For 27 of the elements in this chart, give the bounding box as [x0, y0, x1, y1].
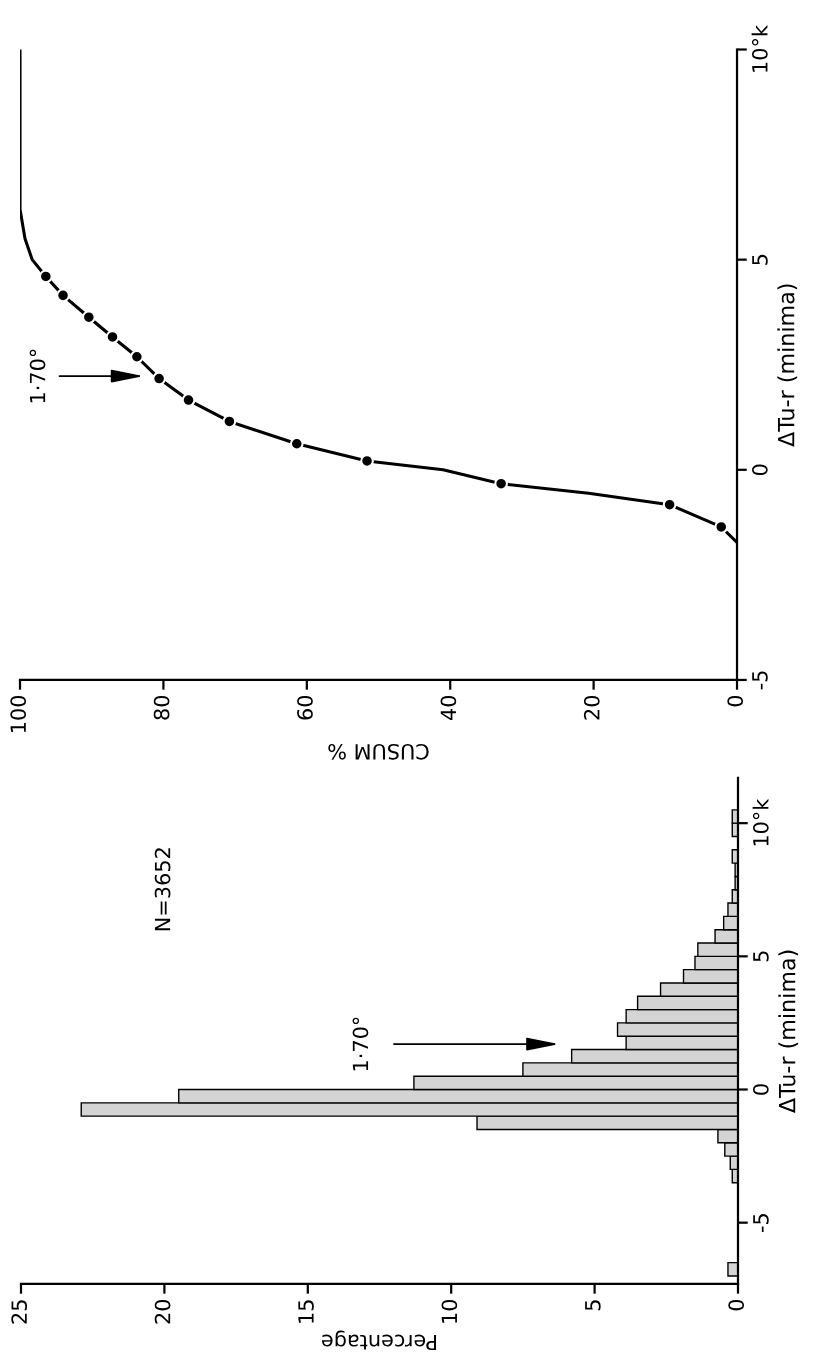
x-tick-label: 0 — [727, 695, 744, 707]
x-tick-label: 20 — [154, 1299, 171, 1324]
annotation: 1·70° — [352, 1017, 369, 1071]
x-axis-title: Percentage — [322, 1330, 437, 1351]
x-axis-title: CUSUM % — [328, 743, 429, 760]
y-tick-label: 5 — [752, 254, 768, 265]
y-tick-label: 0 — [752, 1084, 769, 1095]
y-axis-title: ΔTu-r (minima) — [777, 284, 798, 447]
x-tick-label: 100 — [10, 695, 27, 733]
y-tick-label: 10°k — [751, 25, 768, 72]
x-tick-label: 10 — [441, 1299, 458, 1323]
x-tick-label: 5 — [585, 1300, 601, 1311]
y-tick-label: -5 — [752, 671, 768, 690]
x-tick-label: 25 — [11, 1300, 28, 1324]
y-tick-label: 0 — [751, 464, 768, 476]
x-tick-label: 80 — [153, 695, 170, 720]
x-tick-label: 40 — [440, 695, 457, 721]
x-tick-label: 20 — [583, 695, 600, 720]
annotation: N=3652 — [154, 848, 171, 931]
y-tick-label: 10°k — [752, 798, 769, 846]
y-tick-label: 5 — [753, 951, 769, 962]
x-tick-label: 15 — [298, 1300, 314, 1323]
x-tick-label: 0 — [728, 1299, 745, 1311]
y-tick-label: -5 — [753, 1214, 769, 1233]
annotation: 1·70° — [29, 349, 46, 403]
y-axis-title: ΔTu-r (minima) — [778, 950, 799, 1113]
x-tick-label: 60 — [297, 695, 313, 720]
